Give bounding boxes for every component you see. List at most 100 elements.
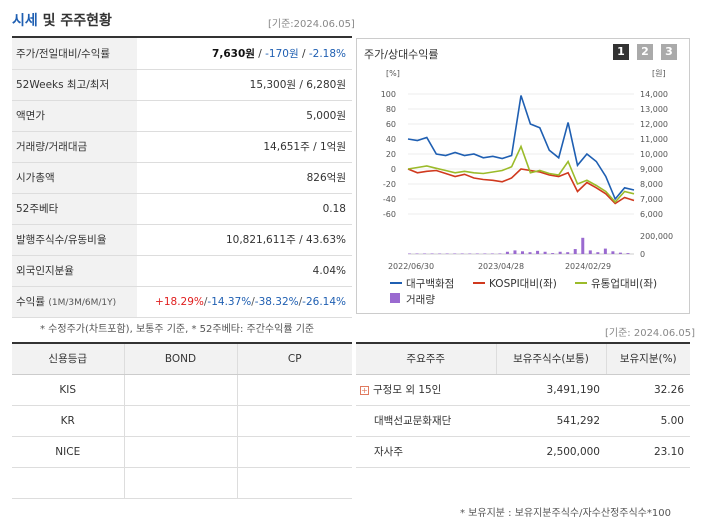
cp-rating	[237, 436, 352, 468]
x-tick-label: 2024/02/29	[565, 262, 611, 271]
rating-agency: NICE	[12, 436, 125, 468]
price-value: 7,630원 / -170원 / -2.18%	[137, 38, 352, 70]
left-tick-label: 40	[386, 135, 396, 144]
chart-title: 주가/상대수익률	[364, 48, 439, 61]
table-row: 52주베타 0.18	[12, 193, 352, 225]
volume-bar	[558, 251, 562, 254]
volume-bars	[408, 237, 630, 254]
legend-swatch-volume	[390, 293, 400, 303]
volume-bar	[505, 251, 509, 254]
volume-bar	[490, 253, 494, 254]
col-shares: 보유주식수(보통)	[496, 342, 607, 375]
volume-bar	[460, 253, 464, 254]
chart-tab-3[interactable]: 3	[661, 44, 677, 60]
volume-bar	[573, 249, 577, 254]
top-divider	[12, 36, 352, 38]
return-1y: -26.14%	[302, 295, 346, 308]
expand-icon[interactable]: +	[360, 385, 369, 395]
left-tick-label: -20	[383, 180, 396, 189]
separator: /	[298, 295, 303, 308]
volume-bar	[408, 253, 411, 254]
separator: /	[254, 47, 266, 60]
beta-value: 0.18	[137, 193, 352, 225]
volume-bar	[438, 253, 442, 254]
volume-axis: 200,000 0	[408, 232, 673, 259]
left-tick-label: -60	[383, 210, 396, 219]
return-label-sub: (1M/3M/6M/1Y)	[48, 298, 117, 308]
separator: /	[251, 295, 255, 308]
chart-panel	[356, 38, 690, 314]
table-header: 신용등급 BOND CP	[12, 342, 352, 375]
beta-label: 52주베타	[12, 193, 137, 225]
price-change-pct: -2.18%	[308, 47, 346, 60]
table-row: 시가총액 826억원	[12, 162, 352, 194]
series-lines	[407, 95, 635, 205]
right-tick-label: 14,000	[640, 90, 668, 99]
right-tick-label: 7,000	[640, 195, 663, 204]
chart-legend: 대구백화점 KOSPI대비(좌) 유통업대비(좌) 거래량	[390, 277, 657, 306]
holder-name: 구정모 외 15인	[373, 384, 442, 396]
left-tick-label: -40	[383, 195, 396, 204]
volume-value: 14,651주 / 1억원	[137, 131, 352, 163]
cp-rating	[237, 374, 352, 406]
bond-rating	[124, 405, 238, 437]
volume-bar	[588, 250, 592, 254]
price-change: -170원	[265, 47, 299, 60]
right-tick-label: 11,000	[640, 135, 668, 144]
holder-name-cell[interactable]: + 구정모 외 15인	[356, 374, 496, 406]
table-row: 주가/전일대비/수익률 7,630원 / -170원 / -2.18%	[12, 38, 352, 70]
separator: /	[298, 47, 309, 60]
return-6m: -38.32%	[254, 295, 299, 308]
table-row	[12, 467, 352, 499]
volume-bar	[475, 253, 479, 254]
chart-tab-1[interactable]: 1	[613, 44, 629, 60]
rating-agency: KR	[12, 405, 125, 437]
return-1m: +18.29%	[155, 295, 204, 308]
holder-shares: 2,500,000	[496, 436, 606, 468]
table-header: 주요주주 보유주식수(보통) 보유지분(%)	[356, 342, 690, 375]
left-tick-label: 0	[391, 165, 396, 174]
volume-bar	[543, 251, 547, 254]
x-axis: 2022/06/30 2023/04/28 2024/02/29	[388, 262, 611, 271]
shares-value: 10,821,611주 / 43.63%	[137, 224, 352, 256]
volume-bar	[551, 253, 555, 254]
right-unit: [원]	[652, 69, 666, 78]
chart-tab-2[interactable]: 2	[637, 44, 653, 60]
table-row: + 구정모 외 15인 3,491,190 32.26	[356, 374, 690, 406]
table-row: 액면가 5,000원	[12, 100, 352, 132]
current-price: 7,630원	[212, 47, 255, 60]
cp-rating	[237, 405, 352, 437]
volume-bar	[596, 252, 600, 254]
series-line	[407, 144, 635, 204]
rating-agency: KIS	[12, 374, 125, 406]
col-rating: 신용등급	[12, 342, 125, 375]
holder-name: 자사주	[356, 436, 496, 468]
reference-date-2: [기준: 2024.06.05]	[605, 328, 696, 339]
market-info-table: 주가/전일대비/수익률 7,630원 / -170원 / -2.18% 52We…	[12, 38, 352, 318]
left-tick-label: 60	[386, 120, 396, 129]
mcap-label: 시가총액	[12, 162, 137, 194]
shares-label: 발행주식수/유동비율	[12, 224, 137, 256]
volume-bar	[468, 253, 472, 254]
volume-bar	[618, 252, 622, 254]
right-tick-label: 6,000	[640, 210, 663, 219]
col-pct: 보유지분(%)	[606, 342, 690, 375]
col-holder: 주요주주	[356, 342, 497, 375]
credit-rating-table: 신용등급 BOND CP KIS KR NICE	[12, 342, 352, 499]
left-axis: 100 80 60 40 20 0 -20 -40 -60	[381, 90, 634, 219]
left-unit: [%]	[386, 69, 400, 78]
x-tick-label: 2022/06/30	[388, 262, 434, 271]
section-title: 시세 및 주주현황	[12, 10, 112, 30]
holder-pct: 5.00	[606, 405, 690, 437]
table-row: 자사주 2,500,000 23.10	[356, 436, 690, 468]
volume-bar	[498, 253, 502, 254]
table-row: KIS	[12, 374, 352, 406]
w52-value: 15,300원 / 6,280원	[137, 69, 352, 101]
volume-bar	[566, 252, 570, 254]
table-row: 52Weeks 최고/최저 15,300원 / 6,280원	[12, 69, 352, 101]
legend-retail: 유통업대비(좌)	[591, 277, 657, 290]
holder-name: 대백선교문화재단	[356, 405, 496, 437]
mcap-value: 826억원	[137, 162, 352, 194]
foreign-label: 외국인지분율	[12, 255, 137, 287]
legend-kospi: KOSPI대비(좌)	[489, 278, 557, 290]
